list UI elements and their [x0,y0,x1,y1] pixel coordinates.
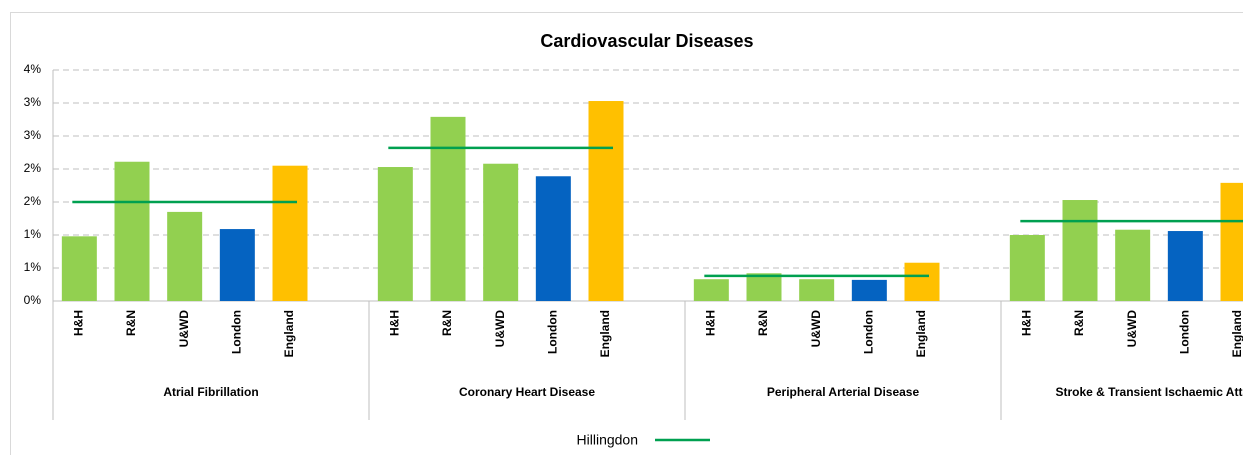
group-label: Atrial Fibrillation [163,385,258,399]
bar [535,176,571,301]
chart-title: Cardiovascular Diseases [540,31,753,51]
bar [693,279,729,301]
x-tick-label: U&WD [177,310,191,348]
x-tick-label: H&H [72,310,86,336]
x-tick-label: England [1230,310,1243,357]
x-tick-label: U&WD [1125,310,1139,348]
bar [483,163,519,301]
bar [746,273,782,301]
bar [167,211,203,301]
bar [1220,182,1243,301]
x-tick-label: England [282,310,296,357]
x-tick-label: H&H [388,310,402,336]
x-tick-label: H&H [1020,310,1034,336]
bar [1062,200,1098,301]
legend-label: Hillingdon [577,432,638,448]
x-tick-label: R&N [440,310,454,336]
x-tick-label: London [230,310,244,354]
y-tick-label: 2% [24,161,42,175]
x-tick-label: R&N [1072,310,1086,336]
y-tick-label: 1% [24,227,42,241]
x-tick-label: U&WD [809,310,823,348]
x-tick-label: R&N [124,310,138,336]
x-tick-label: London [546,310,560,354]
bar [1115,229,1151,301]
group-label: Peripheral Arterial Disease [767,385,920,399]
bar [61,236,97,301]
x-tick-label: R&N [756,310,770,336]
x-tick-label: London [1178,310,1192,354]
bar [1167,231,1203,301]
bar [272,165,308,301]
x-tick-label: England [598,310,612,357]
bar [588,101,624,302]
group-label: Coronary Heart Disease [459,385,595,399]
y-tick-label: 3% [24,128,42,142]
x-tick-label: England [914,310,928,357]
y-tick-label: 4% [24,62,42,76]
y-tick-label: 2% [24,194,42,208]
y-tick-label: 0% [24,293,42,307]
x-tick-label: U&WD [493,310,507,348]
bar [1009,235,1045,301]
x-tick-label: H&H [704,310,718,336]
bar [851,279,887,301]
bar [219,229,255,301]
y-tick-label: 3% [24,95,42,109]
y-tick-label: 1% [24,260,42,274]
chart-border [10,12,1243,455]
bar [904,262,940,301]
bar [799,279,835,301]
bar [114,161,150,301]
x-tick-label: London [862,310,876,354]
bar [430,116,466,301]
bar [377,167,413,301]
group-label: Stroke & Transient Ischaemic Attack [1056,385,1243,399]
